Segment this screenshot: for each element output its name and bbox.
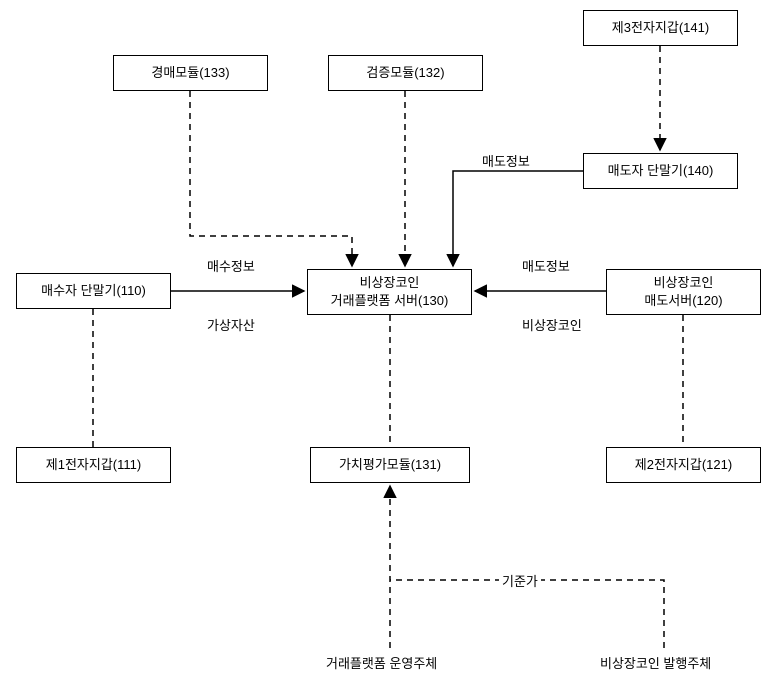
node-wallet1: 제1전자지갑(111)	[16, 447, 171, 483]
text-operator: 거래플랫폼 운영주체	[326, 653, 437, 672]
edge-label-baseprice: 기준가	[499, 571, 541, 590]
node-label: 매도자 단말기(140)	[608, 162, 714, 180]
label-text: 매수정보	[207, 259, 255, 274]
node-buyer: 매수자 단말기(110)	[16, 273, 171, 309]
node-sellserver: 비상장코인 매도서버(120)	[606, 269, 761, 315]
node-label: 매수자 단말기(110)	[41, 282, 146, 300]
node-line2: 거래플랫폼 서버(130)	[331, 292, 449, 310]
label-text: 매도정보	[522, 259, 570, 274]
node-label: 경매모듈(133)	[151, 64, 229, 82]
label-text: 매도정보	[482, 154, 530, 169]
label-text: 비상장코인 발행주체	[600, 656, 711, 671]
node-seller: 매도자 단말기(140)	[583, 153, 738, 189]
node-auction: 경매모듈(133)	[113, 55, 268, 91]
node-line1: 비상장코인	[360, 274, 420, 292]
node-label: 가치평가모듈(131)	[339, 456, 441, 474]
node-line1: 비상장코인	[654, 274, 714, 292]
edge-label-buyinfo: 매수정보	[207, 256, 255, 275]
node-valuation: 가치평가모듈(131)	[310, 447, 470, 483]
node-platform: 비상장코인 거래플랫폼 서버(130)	[307, 269, 472, 315]
node-label: 제2전자지갑(121)	[635, 456, 732, 474]
node-verify: 검증모듈(132)	[328, 55, 483, 91]
node-wallet3: 제3전자지갑(141)	[583, 10, 738, 46]
node-label: 제3전자지갑(141)	[612, 19, 709, 37]
edge-label-unlistedcoin: 비상장코인	[522, 315, 582, 334]
label-text: 가상자산	[207, 318, 255, 333]
text-issuer: 비상장코인 발행주체	[600, 653, 711, 672]
node-label: 제1전자지갑(111)	[46, 456, 141, 474]
node-label: 검증모듈(132)	[366, 64, 444, 82]
label-text: 비상장코인	[522, 318, 582, 333]
node-wallet2: 제2전자지갑(121)	[606, 447, 761, 483]
label-text: 기준가	[502, 574, 538, 589]
edge-label-sellinfo2: 매도정보	[522, 256, 570, 275]
label-text: 거래플랫폼 운영주체	[326, 656, 437, 671]
edge-label-virtualasset: 가상자산	[207, 315, 255, 334]
node-line2: 매도서버(120)	[644, 292, 722, 310]
edge-label-sellinfo1: 매도정보	[482, 151, 530, 170]
